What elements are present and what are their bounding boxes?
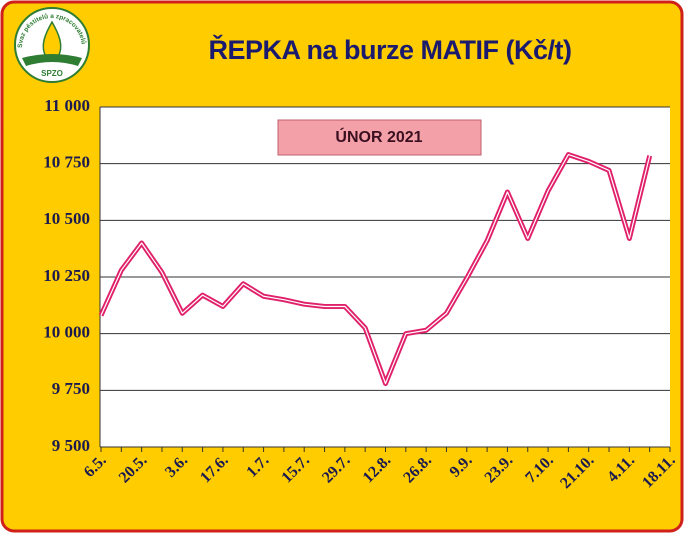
annotation: ÚNOR 2021 <box>335 127 422 146</box>
chart-title: ŘEPKA na burze MATIF (Kč/t) <box>209 34 572 65</box>
logo-abbr: SPZO <box>41 69 63 78</box>
y-tick-label: 9 750 <box>52 379 90 398</box>
y-tick-label: 11 000 <box>44 96 90 115</box>
y-tick-label: 10 500 <box>43 209 90 228</box>
line <box>100 154 651 385</box>
annotation-box <box>277 119 482 156</box>
y-tick-label: 10 750 <box>43 153 90 172</box>
y-tick-label: 9 500 <box>52 436 90 455</box>
y-tick-label: 10 000 <box>43 323 90 342</box>
y-tick-label: 10 250 <box>43 266 90 285</box>
